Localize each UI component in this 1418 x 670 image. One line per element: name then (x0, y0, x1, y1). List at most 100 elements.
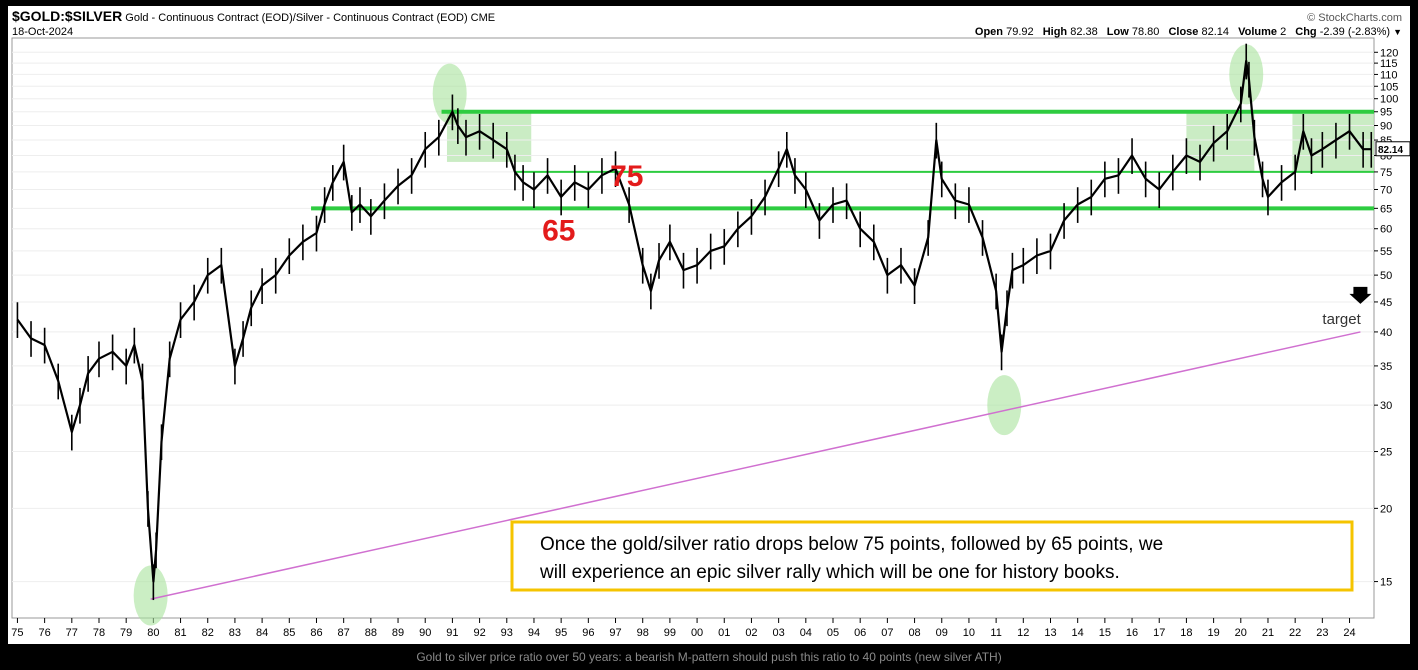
x-tick-label: 11 (990, 627, 1001, 639)
callout-box (510, 520, 1354, 592)
date-label: 18-Oct-2024 (12, 26, 74, 38)
x-tick-label: 90 (419, 627, 431, 639)
y-tick-label: 40 (1380, 327, 1392, 339)
x-tick-label: 12 (1017, 627, 1029, 639)
x-tick-label: 17 (1153, 627, 1165, 639)
y-tick-label: 75 (1380, 167, 1392, 179)
high-value: 82.38 (1070, 26, 1098, 38)
highlight-ellipse (133, 565, 168, 626)
chg-label: Chg (1295, 26, 1317, 38)
level-75-label: 75 (610, 160, 643, 193)
plot-border (11, 37, 1375, 619)
y-tick-label: 60 (1380, 224, 1392, 236)
x-tick-label: 22 (1289, 627, 1301, 639)
ohlc-row: Open 79.92 High 82.38 Low 78.80 Close 82… (975, 26, 1402, 38)
y-tick-label: 95 (1380, 107, 1392, 119)
price-series-line (16, 59, 1372, 583)
volume-label: Volume (1238, 26, 1277, 38)
callout-text-line-1: Once the gold/silver ratio drops below 7… (540, 534, 1163, 555)
x-tick-label: 97 (609, 627, 621, 639)
y-tick-label: 25 (1380, 447, 1392, 459)
description-label: Gold - Continuous Contract (EOD)/Silver … (125, 12, 468, 24)
x-tick-label: 83 (229, 627, 241, 639)
x-tick-label: 18 (1180, 627, 1192, 639)
x-tick-label: 16 (1126, 627, 1138, 639)
y-tick-label: 105 (1380, 81, 1398, 93)
chart-frame: 15 20 25 30 35 40 45 50 55 60 65 70 75 80 85 90 95 100 105… (8, 6, 1410, 644)
symbol-label: $GOLD:$SILVER (12, 8, 123, 24)
x-tick-label: 01 (718, 627, 730, 639)
x-tick-label: 23 (1316, 627, 1328, 639)
exchange-label: CME (470, 12, 496, 24)
last-value-label: 82.14 (1378, 145, 1403, 156)
y-tick-label: 100 (1380, 94, 1398, 106)
y-tick-label: 110 (1380, 69, 1398, 81)
stockcharts-brand: © StockCharts.com (1307, 12, 1402, 24)
low-value: 78.80 (1131, 26, 1160, 38)
chart-canvas: 1520253035404550556065707580859095100105… (11, 37, 1410, 639)
low-label: Low (1106, 26, 1129, 38)
x-tick-label: 75 (11, 627, 23, 639)
x-tick-label: 21 (1262, 627, 1274, 639)
chart-caption: Gold to silver price ratio over 50 years… (416, 650, 1002, 664)
y-tick-label: 50 (1380, 270, 1392, 282)
x-tick-label: 87 (338, 627, 350, 639)
x-tick-label: 82 (202, 627, 214, 639)
x-tick-label: 00 (691, 627, 703, 639)
x-tick-label: 19 (1207, 627, 1219, 639)
x-tick-label: 04 (800, 627, 812, 639)
chevron-down-icon[interactable]: ▼ (1393, 27, 1402, 37)
y-tick-label: 70 (1380, 184, 1392, 196)
x-tick-label: 89 (392, 627, 404, 639)
chg-value: -2.39 (-2.83%) (1319, 26, 1391, 38)
y-tick-label: 65 (1380, 203, 1392, 215)
x-tick-label: 95 (555, 627, 567, 639)
x-tick-label: 02 (745, 627, 757, 639)
x-tick-label: 14 (1072, 627, 1084, 639)
x-tick-label: 88 (365, 627, 377, 639)
highlight-ellipse (987, 375, 1022, 436)
arrow-down-icon (1349, 286, 1372, 304)
x-tick-label: 96 (582, 627, 594, 639)
level-65-label: 65 (542, 214, 575, 247)
x-tick-label: 78 (93, 627, 105, 639)
x-tick-label: 10 (963, 627, 975, 639)
x-tick-label: 98 (637, 627, 649, 639)
y-tick-label: 90 (1380, 121, 1392, 133)
x-tick-label: 76 (38, 627, 50, 639)
volume-value: 2 (1280, 26, 1287, 38)
x-tick-label: 81 (174, 627, 186, 639)
y-tick-label: 30 (1380, 400, 1392, 412)
open-label: Open (974, 26, 1004, 38)
x-tick-label: 99 (664, 627, 676, 639)
x-tick-label: 06 (854, 627, 866, 639)
target-label: target (1322, 311, 1361, 328)
x-tick-label: 24 (1343, 627, 1355, 639)
x-tick-label: 80 (147, 627, 159, 639)
x-tick-label: 84 (256, 627, 268, 639)
x-tick-label: 77 (66, 627, 78, 639)
callout-text-line-2: will experience an epic silver rally whi… (539, 562, 1120, 583)
y-tick-label: 15 (1380, 577, 1392, 589)
y-tick-label: 45 (1380, 297, 1392, 309)
y-tick-label: 20 (1380, 503, 1392, 515)
highlight-box (1186, 111, 1255, 172)
close-label: Close (1168, 26, 1199, 38)
x-tick-label: 08 (908, 627, 920, 639)
open-value: 79.92 (1006, 26, 1034, 38)
y-tick-label: 120 (1380, 47, 1398, 59)
y-tick-label: 35 (1380, 361, 1392, 373)
y-tick-label: 55 (1380, 246, 1392, 258)
x-tick-label: 86 (310, 627, 322, 639)
chart-header-title: $GOLD:$SILVER Gold - Continuous Contract… (12, 8, 495, 24)
x-tick-label: 79 (120, 627, 132, 639)
last-value-box (1375, 141, 1410, 157)
x-tick-label: 15 (1099, 627, 1111, 639)
x-tick-label: 07 (881, 627, 893, 639)
x-tick-label: 03 (773, 627, 785, 639)
close-value: 82.14 (1201, 26, 1230, 38)
x-tick-label: 93 (501, 627, 513, 639)
x-tick-label: 20 (1235, 627, 1247, 639)
trendline (150, 331, 1361, 600)
x-tick-label: 92 (473, 627, 485, 639)
